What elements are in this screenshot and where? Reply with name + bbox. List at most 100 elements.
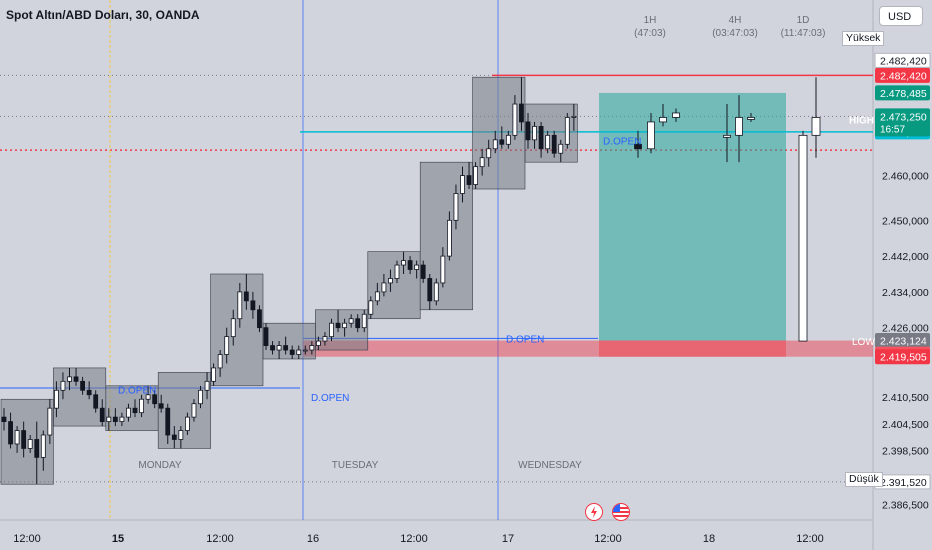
candle-body xyxy=(21,430,27,449)
d-open-label: D.OPEN xyxy=(118,385,156,396)
y-tick-label: 2.450,000 xyxy=(882,215,929,227)
candle-body xyxy=(433,282,439,302)
timeframe-label: 1H xyxy=(643,15,657,26)
htf-1h-candle-body xyxy=(647,121,655,150)
currency-button[interactable]: USD xyxy=(879,6,923,26)
candle-body xyxy=(257,309,262,329)
candle-body xyxy=(348,318,354,324)
htf-1d-candle-body xyxy=(811,117,821,136)
price-badge: 2.482,420 xyxy=(875,67,930,83)
candle-body xyxy=(551,134,557,154)
flash-icon[interactable] xyxy=(585,503,603,521)
htf-4h-candle-body xyxy=(735,117,743,136)
low-value-badge: 2.391,520 xyxy=(874,474,931,490)
htf-candle-box xyxy=(105,385,159,431)
candle-body xyxy=(67,376,72,382)
candle-body xyxy=(184,416,190,431)
candle-body xyxy=(54,389,59,409)
x-tick-label: 12:00 xyxy=(594,533,622,545)
candle-body xyxy=(420,264,426,279)
candle-body xyxy=(165,407,171,436)
price-badge-bg xyxy=(875,333,930,349)
candle-body xyxy=(315,340,321,346)
x-tick-label: 12:00 xyxy=(796,533,824,545)
timeframe-1h: 1H (47:03) xyxy=(620,14,680,40)
y-tick-label: 2.398,500 xyxy=(882,446,929,458)
x-tick-label: 12:00 xyxy=(206,533,234,545)
timeframe-label: 1D xyxy=(796,15,810,26)
candle-body xyxy=(270,345,275,351)
candle-body xyxy=(486,148,492,159)
candle-body xyxy=(73,376,79,382)
candle-body xyxy=(80,380,85,391)
us-flag-icon[interactable] xyxy=(612,503,630,521)
candle-body xyxy=(99,407,105,423)
high-value-badge: 2.482,420 xyxy=(874,52,931,68)
low-zone-band xyxy=(303,340,873,357)
candle-body xyxy=(243,291,249,302)
htf-candle-box xyxy=(315,309,369,351)
candle-body xyxy=(440,255,446,284)
y-tick-label: 2.460,000 xyxy=(882,171,929,183)
candle-body xyxy=(198,389,203,405)
candle-body xyxy=(1,416,7,422)
candle-body xyxy=(329,322,334,338)
candle-body xyxy=(355,318,361,329)
x-tick-label: 17 xyxy=(502,533,514,545)
candle-body xyxy=(237,291,243,320)
candle-body xyxy=(361,313,367,329)
timeframe-label: 4H xyxy=(728,15,742,26)
candle-body xyxy=(119,416,125,422)
candle-body xyxy=(302,349,308,352)
candle-body xyxy=(388,278,393,284)
candle-body xyxy=(381,282,387,293)
candle-body xyxy=(309,345,315,351)
htf-4h-candle-body xyxy=(747,117,755,120)
candle-body xyxy=(152,394,158,405)
d-open-label: D.OPEN xyxy=(311,393,349,404)
high-line-label: HIGH xyxy=(849,116,874,127)
candle-body xyxy=(93,394,99,409)
candle-body xyxy=(86,389,92,396)
timeframe-countdown: (47:03) xyxy=(634,28,666,39)
price-badge: 2.478,485 xyxy=(875,85,930,101)
candle-body xyxy=(394,264,400,279)
candle-body xyxy=(335,322,341,329)
candle-body xyxy=(564,117,570,145)
candle-body xyxy=(217,354,223,369)
timeframe-4h: 4H (03:47:03) xyxy=(705,14,765,40)
candle-body xyxy=(14,430,20,445)
candle-body xyxy=(453,193,459,221)
htf-candle-box xyxy=(262,322,316,360)
y-tick-label: 2.426,000 xyxy=(882,323,929,335)
last-price-bg xyxy=(875,108,930,137)
range-box xyxy=(599,92,786,341)
candle-body xyxy=(106,416,112,422)
candle-body xyxy=(466,175,472,185)
candle-body xyxy=(283,345,289,351)
candle-body xyxy=(519,103,524,123)
candle-body xyxy=(250,300,256,311)
candle-body xyxy=(499,139,505,145)
high-value-text: 2.482,420 xyxy=(880,55,927,67)
price-badge-text: 2.482,420 xyxy=(880,70,927,82)
low-line-label: LOW xyxy=(852,337,875,348)
candle-body xyxy=(322,336,328,342)
low-marker-label: Düşük xyxy=(845,472,883,487)
low-value-text: 2.391,520 xyxy=(880,477,927,489)
htf-1h-candle-body xyxy=(672,112,680,118)
candle-body xyxy=(414,264,420,270)
candle-body xyxy=(446,219,452,257)
candle-body xyxy=(145,394,151,400)
candle-body xyxy=(545,134,551,150)
candle-body xyxy=(211,367,217,382)
y-tick-label: 2.434,000 xyxy=(882,287,929,299)
high-marker-label: Yüksek xyxy=(842,31,885,46)
price-badge: 2.419,505 xyxy=(875,349,930,365)
candle-body xyxy=(407,260,413,270)
day-label: TUESDAY xyxy=(332,460,379,471)
y-tick-label: 2.410,500 xyxy=(882,392,929,404)
d-open-label: D.OPEN xyxy=(603,137,641,148)
